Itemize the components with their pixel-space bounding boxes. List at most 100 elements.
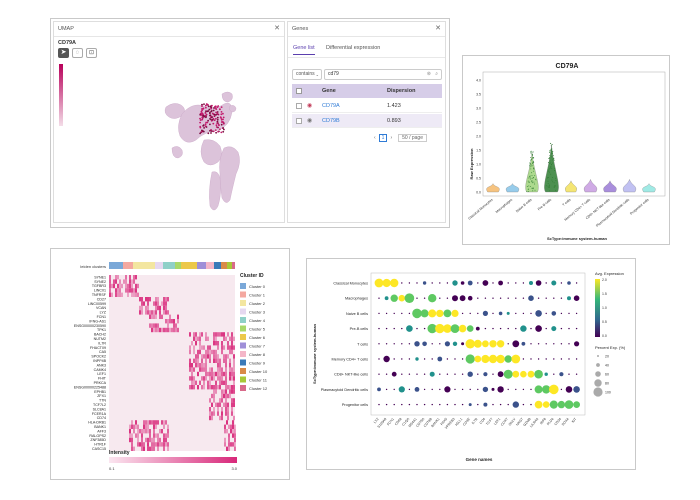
gene-link[interactable]: CD79B — [322, 118, 340, 124]
violin-shape — [642, 183, 656, 193]
umap-point — [211, 112, 214, 115]
heatmap-cell — [143, 420, 145, 425]
heatmap-cell — [141, 301, 143, 306]
dotplot-dot — [512, 401, 519, 408]
dotplot-dot — [477, 403, 479, 406]
violin-point — [552, 152, 554, 154]
heatmap-cell — [199, 345, 201, 350]
row-checkbox[interactable] — [296, 118, 302, 124]
intensity-min: 0.1 — [109, 466, 115, 471]
umap-cluster-b — [178, 102, 233, 143]
page-size-select[interactable]: 50 / page — [398, 134, 427, 142]
dotplot-dot — [431, 403, 433, 406]
tab-gene-list[interactable]: Gene list — [293, 45, 315, 55]
heatmap-cell — [219, 358, 221, 363]
heatmap-cell — [163, 310, 165, 315]
filter-mode-select[interactable]: contains ⌄ — [292, 69, 322, 80]
heatmap-cell — [215, 389, 217, 394]
violin-point — [545, 185, 547, 187]
visibility-icon[interactable]: ◉ — [307, 118, 313, 124]
dotplot-dot — [553, 358, 555, 360]
heatmap: leiden clusters SYNE1SYNE2TGFBR3LINC01TN… — [74, 262, 268, 471]
heatmap-cell — [159, 310, 161, 315]
umap-point — [201, 118, 204, 121]
umap-expression-points — [199, 103, 225, 135]
row-checkbox[interactable] — [296, 103, 302, 109]
dotplot-dot — [560, 312, 563, 315]
dotplot-dot — [393, 388, 395, 391]
gene-search-input[interactable]: cd79 ⊗ ⌕ — [324, 69, 442, 80]
heatmap-cell — [193, 349, 195, 355]
heatmap-cell — [227, 385, 229, 390]
dotplot-dot — [522, 312, 525, 315]
page-number[interactable]: 1 — [378, 134, 388, 142]
heatmap-cell — [213, 341, 215, 346]
clear-icon[interactable]: ⊗ — [426, 71, 431, 77]
tab-differential-expression[interactable]: Differential expression — [326, 45, 381, 51]
heatmap-cell — [155, 323, 157, 328]
dotplot-dot — [436, 309, 444, 318]
heatmap-cell — [191, 380, 193, 385]
cursor-icon[interactable]: ➤ — [58, 48, 69, 58]
next-page-icon[interactable]: › — [390, 135, 393, 141]
heatmap-cell — [211, 371, 213, 377]
dotplot-dot — [423, 327, 426, 330]
violin-shape — [565, 180, 577, 193]
lasso-icon[interactable]: ◌ — [72, 48, 83, 58]
violin-point — [528, 177, 530, 179]
visibility-icon[interactable]: ◉ — [307, 103, 313, 109]
heatmap-gene-labels: SYNE1SYNE2TGFBR3LINC01TNFRSFCD27LINC0059… — [74, 275, 107, 451]
violin-point — [529, 164, 530, 166]
heatmap-cell — [151, 437, 153, 443]
heatmap-cell — [221, 376, 223, 381]
umap-close-icon[interactable]: ✕ — [274, 25, 280, 32]
umap-point — [210, 118, 212, 121]
cluster-legend-swatch — [240, 317, 246, 323]
heatmap-gene-label: CD27 — [97, 297, 106, 301]
heatmap-cell — [225, 385, 227, 390]
select-all-checkbox[interactable] — [296, 88, 302, 94]
heatmap-cell — [195, 380, 197, 385]
heatmap-cell — [153, 433, 155, 438]
umap-point — [209, 123, 211, 126]
dotplot-dot — [511, 354, 521, 364]
dotplot-dot — [560, 343, 563, 345]
table-row[interactable]: ◉ CD79B 0.893 — [292, 114, 442, 128]
column-gene[interactable]: Gene — [322, 88, 336, 94]
heatmap-cell — [177, 319, 179, 324]
heatmap-cell — [131, 437, 133, 443]
dotplot-dot — [568, 343, 570, 345]
dotplot-dot — [450, 324, 460, 333]
dotplot-dot — [393, 327, 395, 330]
prev-page-icon[interactable]: ‹ — [374, 135, 376, 141]
fit-view-icon[interactable]: ⊡ — [86, 48, 97, 58]
umap-point — [207, 132, 210, 135]
umap-point — [222, 118, 224, 121]
dotplot-col-label: PLD4 — [546, 417, 555, 426]
violin-point — [552, 177, 554, 178]
heatmap-cell — [224, 442, 226, 447]
heatmap-cell — [233, 371, 235, 377]
heatmap-cell — [149, 437, 151, 443]
umap-point — [209, 105, 212, 108]
heatmap-gene-label: TCF7L2 — [93, 403, 106, 407]
umap-scatter[interactable] — [54, 22, 286, 224]
search-icon[interactable]: ⌕ — [435, 71, 438, 77]
dotplot-dot — [385, 403, 388, 406]
heatmap-cell — [165, 301, 167, 306]
heatmap-cell — [155, 301, 157, 306]
gene-link[interactable]: CD79A — [322, 103, 340, 109]
heatmap-cell — [131, 446, 133, 451]
genes-close-icon[interactable]: ✕ — [435, 25, 441, 32]
violin-point — [553, 159, 555, 161]
heatmap-cell — [231, 345, 233, 350]
cluster-bar-segment — [197, 262, 206, 269]
heatmap-cell — [217, 407, 219, 412]
violin-point — [530, 163, 532, 165]
table-row[interactable]: ◉ CD79A 1.423 — [292, 99, 442, 113]
column-dispersion[interactable]: Dispersion — [387, 88, 416, 94]
umap-point — [216, 116, 219, 119]
heatmap-cell — [135, 275, 137, 280]
umap-point — [222, 116, 225, 119]
violin-point — [532, 161, 534, 163]
